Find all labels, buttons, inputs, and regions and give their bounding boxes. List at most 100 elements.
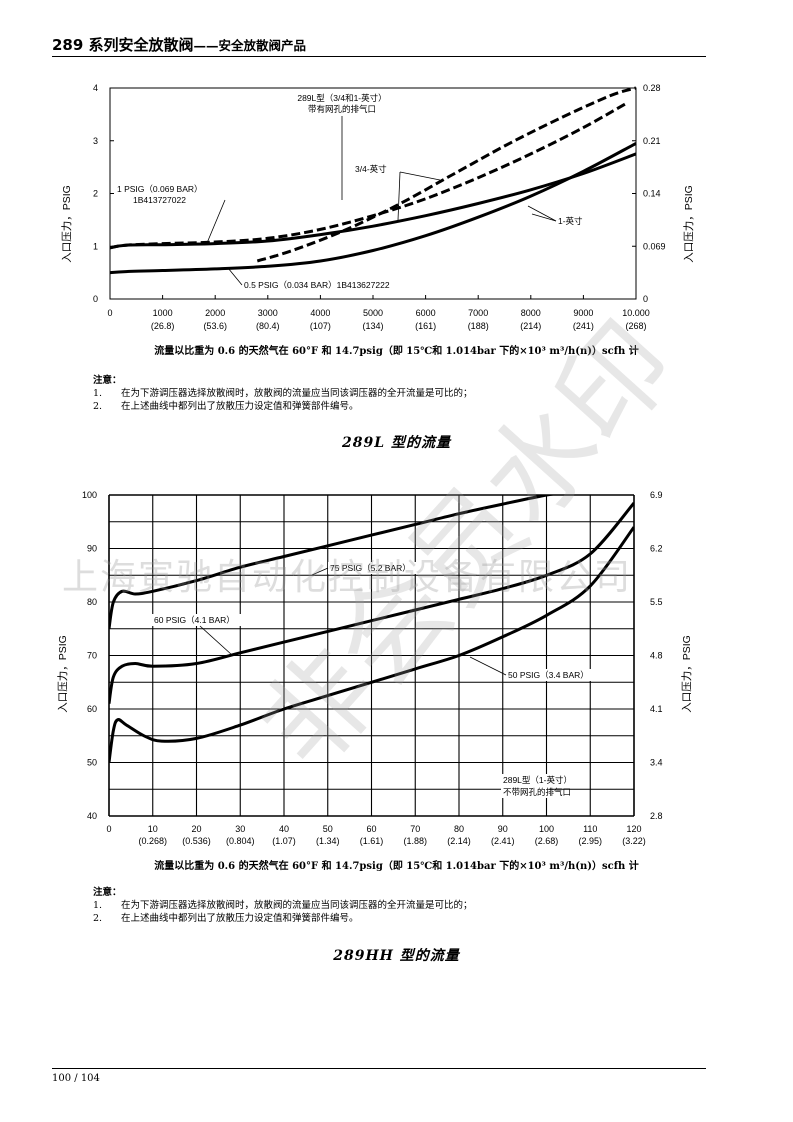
- y-tick-label-left: 70: [87, 651, 97, 661]
- x-tick-label: 10: [148, 824, 158, 834]
- y-tick-label-right: 4.8: [650, 651, 663, 661]
- leader-line: [199, 625, 233, 656]
- note-item: 2. 在上述曲线中都列出了放散压力设定值和弹簧部件编号。: [93, 912, 473, 925]
- annotation-label: 289L型（1-英寸）: [503, 775, 572, 785]
- y-tick-label-right: 0.21: [643, 136, 661, 146]
- series-line: [109, 102, 627, 250]
- y-axis-label-right: 入口压力，PSIG: [682, 185, 695, 263]
- x-tick-metric-label: (134): [362, 321, 383, 331]
- annotation-label: 3/4-英寸: [355, 164, 387, 174]
- series-line: [109, 142, 637, 275]
- leader-line: [469, 656, 507, 676]
- note-item: 1. 在为下游调压器选择放散阀时，放散阀的流量应当同该调压器的全开流量是可比的；: [93, 387, 473, 400]
- x-tick-label: 60: [366, 824, 376, 834]
- page-header-title: 289 系列安全放散阀——安全放散阀产品: [52, 34, 306, 55]
- y-tick-label-left: 4: [93, 83, 98, 93]
- note-text: 在上述曲线中都列出了放散压力设定值和弹簧部件编号。: [121, 401, 359, 412]
- section-title-289l: 289L 型的流量: [342, 435, 451, 451]
- annotation-label: 不带网孔的排气口: [503, 787, 571, 797]
- section-title-289hh: 289HH 型的流量: [333, 948, 460, 964]
- x-tick-label: 6000: [416, 308, 436, 318]
- x-tick-metric-label: (161): [415, 321, 436, 331]
- annotation-label: 289L型（3/4和1-英寸）: [297, 93, 386, 103]
- y-axis-label-right: 入口压力，PSIG: [680, 635, 693, 713]
- x-tick-metric-label: (1.88): [403, 836, 427, 846]
- chart-289l-flow: 0 1000 (26.8) 2000 (53.6) 3000 (80.4) 4000 (107)…: [60, 83, 695, 331]
- chart2-caption: 流量以比重为 0.6 的天然气在 60°F 和 14.7psig（即 15℃和 …: [154, 861, 639, 872]
- annotation-label: 75 PSIG（5.2 BAR）: [330, 563, 411, 573]
- page-number: 100 / 104: [52, 1073, 100, 1084]
- chart1-caption: 流量以比重为 0.6 的天然气在 60°F 和 14.7psig（即 15℃和 …: [154, 346, 639, 357]
- notes-block-2: 注意： 1. 在为下游调压器选择放散阀时，放散阀的流量应当同该调压器的全开流量是…: [93, 886, 473, 925]
- x-tick-metric-label: (2.95): [578, 836, 602, 846]
- x-tick-label: 80: [454, 824, 464, 834]
- y-axis-label-left: 入口压力，PSIG: [56, 635, 69, 713]
- x-tick-metric-label: (1.61): [360, 836, 384, 846]
- header-subtitle: ——安全放散阀产品: [193, 38, 307, 53]
- leader-line: [311, 567, 329, 576]
- leader-line: [527, 205, 557, 222]
- x-tick-metric-label: (214): [520, 321, 541, 331]
- y-tick-label-left: 40: [87, 811, 97, 821]
- x-tick-label: 20: [191, 824, 201, 834]
- x-tick-label: 4000: [310, 308, 330, 318]
- series-line: [256, 86, 637, 263]
- x-tick-metric-label: (53.6): [203, 321, 227, 331]
- leader-line: [227, 267, 243, 286]
- annotation-label: 50 PSIG（3.4 BAR）: [508, 670, 589, 680]
- annotation-label-bg: [328, 562, 418, 574]
- x-tick-metric-label: (1.34): [316, 836, 340, 846]
- x-tick-label: 3000: [258, 308, 278, 318]
- note-item: 1. 在为下游调压器选择放散阀时，放散阀的流量应当同该调压器的全开流量是可比的；: [93, 899, 473, 912]
- y-tick-label-left: 0: [93, 294, 98, 304]
- x-tick-metric-label: (188): [468, 321, 489, 331]
- leader-line: [206, 199, 226, 244]
- x-tick-metric-label: (0.268): [138, 836, 167, 846]
- leader-line: [397, 171, 401, 221]
- notes-block-1: 注意： 1. 在为下游调压器选择放散阀时，放散阀的流量应当同该调压器的全开流量是…: [93, 374, 473, 413]
- annotation-label: 60 PSIG（4.1 BAR）: [154, 615, 235, 625]
- annotation-label-bg: [152, 614, 242, 626]
- y-tick-label-left: 80: [87, 597, 97, 607]
- x-tick-label: 100: [539, 824, 554, 834]
- x-tick-label: 30: [235, 824, 245, 834]
- x-tick-metric-label: (241): [573, 321, 594, 331]
- x-tick-metric-label: (3.22): [622, 836, 646, 846]
- x-tick-metric-label: (268): [625, 321, 646, 331]
- annotation-label: 带有网孔的排气口: [308, 104, 376, 114]
- y-tick-label-left: 90: [87, 544, 97, 554]
- y-tick-label-left: 2: [93, 189, 98, 199]
- y-tick-label-left: 50: [87, 758, 97, 768]
- note-text: 在为下游调压器选择放散阀时，放散阀的流量应当同该调压器的全开流量是可比的；: [121, 388, 473, 399]
- x-tick-label: 1000: [153, 308, 173, 318]
- x-tick-label: 0: [107, 308, 112, 318]
- x-tick-label: 5000: [363, 308, 383, 318]
- series-line: [109, 495, 557, 630]
- note-number: 2.: [93, 913, 103, 924]
- x-tick-metric-label: (2.14): [447, 836, 471, 846]
- x-tick-label: 7000: [468, 308, 488, 318]
- annotation-label-bg: [501, 786, 549, 798]
- x-tick-metric-label: (2.68): [535, 836, 559, 846]
- notes-title: 注意：: [93, 887, 122, 898]
- y-tick-label-right: 3.4: [650, 758, 663, 768]
- annotation-label: 1B413727022: [133, 195, 186, 205]
- x-tick-metric-label: (2.41): [491, 836, 515, 846]
- series-line: [109, 502, 634, 704]
- y-tick-label-right: 0.069: [643, 241, 666, 251]
- y-tick-label-right: 0: [643, 294, 648, 304]
- y-tick-label-left: 3: [93, 136, 98, 146]
- note-number: 1.: [93, 388, 103, 399]
- y-tick-label-left: 1: [93, 241, 98, 251]
- x-tick-label: 10.000: [622, 308, 650, 318]
- y-tick-label-right: 5.5: [650, 597, 663, 607]
- x-tick-label: 2000: [205, 308, 225, 318]
- footer-rule: [52, 1068, 706, 1069]
- header-rule: [52, 56, 706, 57]
- leader-line: [531, 213, 557, 222]
- y-tick-label-right: 2.8: [650, 811, 663, 821]
- x-tick-metric-label: (107): [310, 321, 331, 331]
- header-main-title: 289 系列安全放散阀: [52, 36, 194, 54]
- x-tick-label: 120: [626, 824, 641, 834]
- leader-line: [399, 171, 441, 181]
